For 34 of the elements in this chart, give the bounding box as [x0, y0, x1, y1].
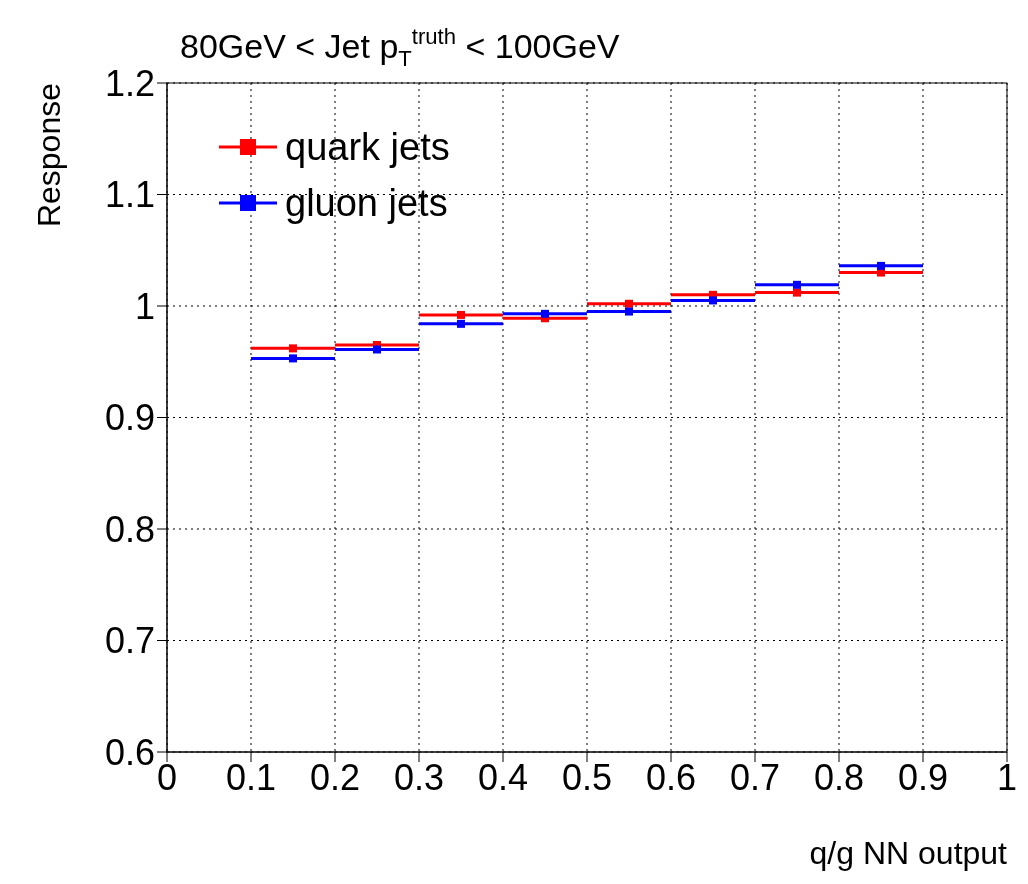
- y-axis-title: Response: [31, 83, 67, 228]
- point: [289, 354, 297, 363]
- y-tick-label: 1.1: [104, 174, 155, 216]
- x-tick-label: 0.5: [561, 756, 613, 798]
- x-tick-label: 0.4: [477, 756, 529, 798]
- point: [457, 310, 465, 319]
- x-tick-label: 0.3: [393, 756, 445, 798]
- x-tick-label: 1: [996, 756, 1018, 798]
- point: [289, 344, 297, 353]
- x-tick-label: 0.8: [813, 756, 865, 798]
- y-tick-label: 0.7: [104, 620, 155, 662]
- x-tick-label: 0.2: [309, 756, 361, 798]
- x-tick-label: 0.9: [897, 756, 949, 798]
- point: [877, 261, 885, 270]
- point: [541, 309, 549, 318]
- legend-label: quark jets: [285, 125, 450, 169]
- point: [373, 345, 381, 354]
- point: [793, 288, 801, 297]
- x-axis-title: q/g NN output: [809, 835, 1008, 871]
- x-tick-label: 0.6: [645, 756, 697, 798]
- chart-title: 80GeV < Jet p$_{T}$$^{truth}$ < 100GeV: [180, 24, 620, 71]
- legend-label: gluon jets: [285, 181, 448, 225]
- point: [793, 280, 801, 289]
- x-tick-label: 0: [156, 756, 178, 798]
- y-tick-label: 0.8: [104, 508, 155, 550]
- y-tick-label: 1.2: [104, 62, 155, 104]
- point: [625, 307, 633, 316]
- point: [457, 319, 465, 328]
- x-tick-label: 0.1: [225, 756, 277, 798]
- y-tick-label: 1: [134, 285, 155, 327]
- point: [625, 299, 633, 308]
- x-tick-label: 0.7: [729, 756, 781, 798]
- point: [709, 296, 717, 305]
- y-tick-label: 0.9: [104, 397, 155, 439]
